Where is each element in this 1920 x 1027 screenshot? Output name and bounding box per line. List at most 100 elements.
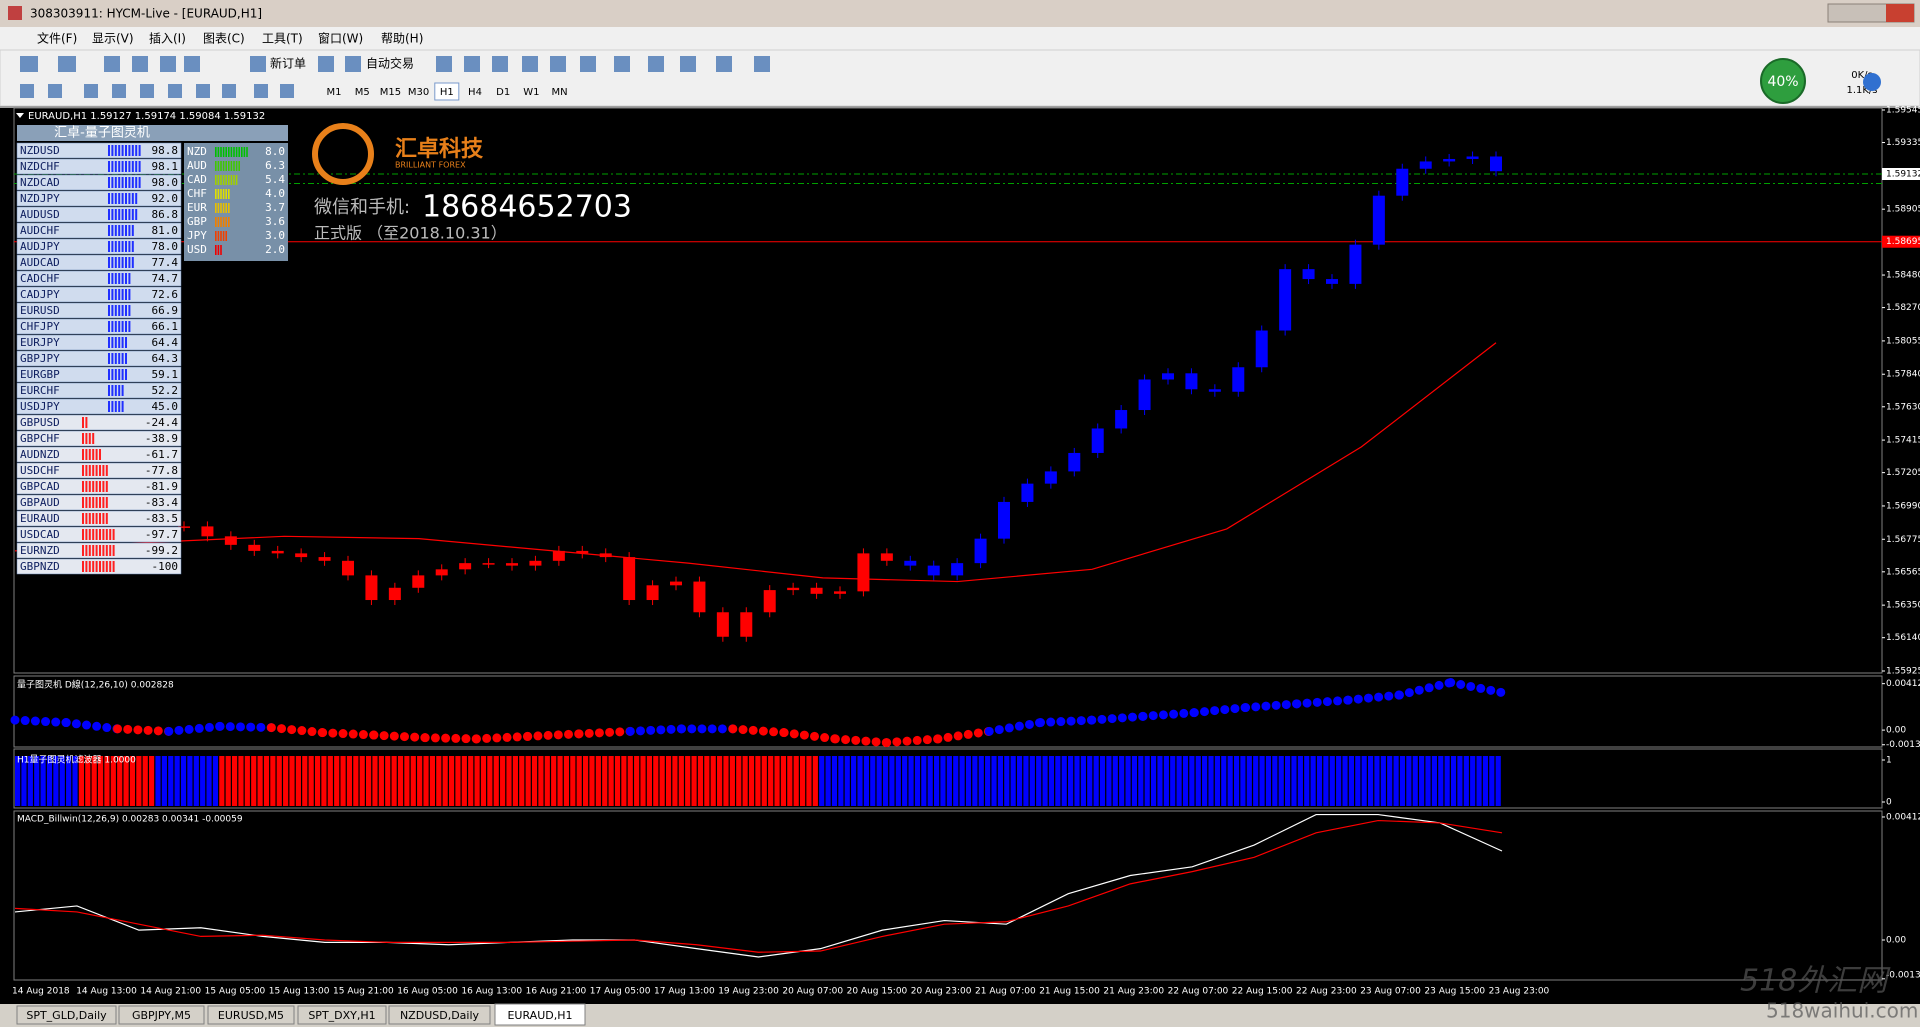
- filter-bar: [748, 756, 755, 806]
- chart-tab-label[interactable]: SPT_GLD,Daily: [26, 1009, 107, 1022]
- timeframe-button[interactable]: M5: [355, 87, 370, 98]
- ind1-dots: [1138, 708, 1199, 721]
- pair-strength-bar: [108, 385, 110, 396]
- pair-strength-bar: [88, 513, 91, 524]
- macd-tick-label: 0.00412: [1886, 812, 1920, 822]
- filter-bar: [302, 756, 308, 806]
- chart-tab[interactable]: [297, 1005, 387, 1025]
- pair-name: USDCAD: [20, 528, 60, 541]
- timeframe-button[interactable]: W1: [523, 87, 539, 98]
- pair-strength-bar: [138, 145, 141, 156]
- filter-bar: [1170, 756, 1176, 806]
- new-order-button[interactable]: 新订单: [270, 56, 306, 71]
- filter-bar: [1393, 756, 1399, 806]
- filter-bar: [953, 756, 959, 806]
- timeframe-button[interactable]: H4: [468, 87, 482, 98]
- menu-item[interactable]: 窗口(W): [318, 32, 363, 46]
- filter-bar: [404, 756, 410, 806]
- pair-strength-bar: [118, 401, 121, 412]
- chart-menu-arrow[interactable]: [16, 113, 24, 118]
- currency-strength-bar: [233, 147, 235, 157]
- menu-item[interactable]: 工具(T): [262, 32, 303, 46]
- pair-strength-bar: [128, 145, 131, 156]
- pair-strength-bar: [111, 241, 114, 252]
- pair-strength-bar: [88, 433, 91, 444]
- candle: [482, 563, 495, 565]
- toolbar-icons: [20, 56, 770, 98]
- pair-name: NZDCHF: [20, 160, 60, 173]
- timeframe-button[interactable]: M15: [380, 87, 401, 98]
- pair-strength-bar: [135, 177, 138, 188]
- filter-bar: [831, 756, 838, 806]
- candle: [178, 526, 190, 528]
- candle: [435, 569, 448, 576]
- filter-bar: [793, 756, 799, 806]
- chart-tab-label[interactable]: SPT_DXY,H1: [308, 1009, 375, 1022]
- pair-strength-bar: [125, 161, 127, 172]
- filter-bar: [889, 756, 895, 806]
- pair-row: [16, 190, 182, 207]
- chart-tab[interactable]: [118, 1005, 205, 1025]
- net-down: 0K/s: [1851, 70, 1873, 81]
- timeframe-button[interactable]: MN: [552, 87, 568, 98]
- ind1-dots: [215, 721, 276, 733]
- time-label: 15 Aug 05:00: [205, 987, 266, 997]
- candle: [1208, 389, 1221, 392]
- timeframe-button[interactable]: M30: [408, 87, 429, 98]
- pair-value: 74.7: [152, 272, 179, 285]
- pair-name: EURGBP: [20, 368, 60, 381]
- chart-tab[interactable]: [207, 1005, 295, 1025]
- candle: [412, 575, 425, 588]
- timeframe-button[interactable]: H1: [440, 87, 454, 98]
- pair-strength-bar: [125, 321, 127, 332]
- chart-tab[interactable]: [16, 1005, 117, 1025]
- filter-bar: [1055, 756, 1061, 806]
- timeframe-button[interactable]: M1: [327, 87, 342, 98]
- filter-bar: [991, 756, 997, 806]
- filter-bar: [212, 756, 219, 806]
- pair-value: 98.1: [152, 160, 179, 173]
- candle: [810, 587, 823, 594]
- time-label: 21 Aug 23:00: [1103, 987, 1164, 997]
- filter-bar: [1112, 756, 1118, 806]
- currency-name: NZD: [187, 145, 207, 158]
- pair-value: -97.7: [145, 528, 178, 541]
- filter-bar: [136, 756, 142, 806]
- pair-strength-bar: [121, 385, 124, 396]
- chart-tab-label[interactable]: EURAUD,H1: [507, 1009, 572, 1022]
- menu-item[interactable]: 显示(V): [92, 32, 134, 46]
- time-label: 16 Aug 13:00: [461, 987, 522, 997]
- filter-bar: [512, 756, 518, 806]
- filter-bar: [1406, 756, 1412, 806]
- currency-strength-bar: [217, 161, 220, 171]
- pair-strength-bar: [128, 273, 131, 284]
- chart-tab-label[interactable]: NZDUSD,Daily: [400, 1009, 480, 1022]
- pair-strength-bar: [108, 161, 110, 172]
- close-button[interactable]: [1886, 4, 1914, 22]
- pair-strength-bar: [111, 209, 114, 220]
- menu-item[interactable]: 图表(C): [203, 32, 245, 46]
- chart-tab-label[interactable]: GBPJPY,M5: [132, 1009, 191, 1022]
- filter-bar: [59, 756, 65, 806]
- timeframe-button[interactable]: D1: [496, 87, 510, 98]
- currency-value: 3.7: [265, 201, 285, 214]
- chart-tab-label[interactable]: EURUSD,M5: [218, 1009, 284, 1022]
- speed-button[interactable]: [1863, 73, 1881, 91]
- menu-item[interactable]: 帮助(H): [381, 32, 423, 46]
- price-tick-label: 1.55925: [1886, 667, 1920, 677]
- filter-bar: [1450, 756, 1457, 806]
- currency-strength-bar: [220, 231, 222, 241]
- candle: [763, 590, 776, 613]
- currency-strength-bar: [225, 175, 227, 185]
- pair-name: GBPNZD: [20, 560, 60, 573]
- panel-title: 汇卓-量子图灵机: [54, 126, 150, 141]
- candle: [224, 536, 237, 545]
- auto-trade-button[interactable]: 自动交易: [366, 56, 414, 71]
- filter-bar: [672, 756, 678, 806]
- chart-tab[interactable]: [388, 1005, 491, 1025]
- menu-item[interactable]: 插入(I): [149, 32, 186, 46]
- menu-item[interactable]: 文件(F): [37, 31, 77, 46]
- pair-strength-bar: [118, 337, 121, 348]
- chart-tab[interactable]: [494, 1003, 586, 1026]
- filter-bar: [678, 756, 684, 806]
